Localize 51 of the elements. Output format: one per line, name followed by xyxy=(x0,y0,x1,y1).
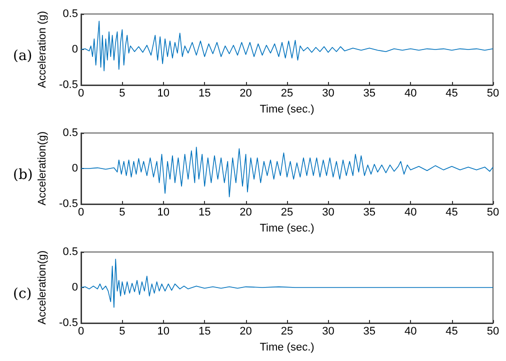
x-tick-label: 25 xyxy=(280,206,294,218)
x-tick-label: 40 xyxy=(404,88,417,100)
x-tick-label: 10 xyxy=(157,326,170,338)
y-tick-label: 0.5 xyxy=(62,127,78,139)
x-tick-label: 15 xyxy=(198,206,211,218)
x-tick-label: 10 xyxy=(157,206,170,218)
x-tick-label: 5 xyxy=(119,206,126,218)
text: (b) xyxy=(13,167,33,183)
y-tick-label: 0 xyxy=(72,282,78,294)
x-tick-label: 30 xyxy=(322,88,334,100)
line-series xyxy=(80,20,494,72)
x-tick-label: 50 xyxy=(486,326,500,338)
text: (a) xyxy=(13,48,32,64)
x-tick-label: 20 xyxy=(240,326,252,338)
x-tick-label: 45 xyxy=(446,206,458,218)
y-axis-title: Acceleration (g) xyxy=(36,10,49,88)
y-tick-label: -0.5 xyxy=(59,198,78,210)
x-tick-label: 25 xyxy=(280,326,294,338)
x-tick-label: 45 xyxy=(446,326,458,338)
x-tick-label: 50 xyxy=(486,88,500,100)
x-tick-label: 15 xyxy=(198,88,211,100)
x-tick-label: 40 xyxy=(404,206,417,218)
x-tick-label: 30 xyxy=(322,326,334,338)
x-tick-label: 15 xyxy=(198,326,211,338)
y-tick-label: 0.5 xyxy=(62,8,78,20)
y-tick-label: -0.5 xyxy=(59,79,78,91)
x-axis-title: Time (sec.) xyxy=(260,104,314,116)
x-tick-label: 35 xyxy=(363,88,376,100)
y-tick-label: 0.5 xyxy=(62,246,78,258)
line-series xyxy=(80,258,494,308)
x-tick-label: 20 xyxy=(240,206,252,218)
line-series xyxy=(80,146,494,198)
text: (c) xyxy=(13,286,32,302)
x-axis-title: Time (sec.) xyxy=(260,222,314,234)
x-tick-label: 10 xyxy=(157,88,170,100)
y-tick-label: 0 xyxy=(72,44,78,56)
x-tick-label: 50 xyxy=(486,206,500,218)
x-tick-label: 20 xyxy=(240,88,252,100)
x-tick-label: 40 xyxy=(404,326,417,338)
x-tick-label: 5 xyxy=(119,88,126,100)
x-tick-label: 25 xyxy=(280,88,294,100)
y-tick-label: -0.5 xyxy=(59,317,78,329)
x-tick-label: 35 xyxy=(363,206,376,218)
y-tick-label: 0 xyxy=(72,162,78,174)
y-axis-title: Acceleration(g) xyxy=(36,250,49,324)
y-axis-title: Acceleration(g) xyxy=(36,132,49,206)
x-axis-title: Time (sec.) xyxy=(260,342,314,354)
x-tick-label: 45 xyxy=(446,88,458,100)
x-tick-label: 5 xyxy=(119,326,126,338)
x-tick-label: 30 xyxy=(322,206,334,218)
x-tick-label: 35 xyxy=(363,326,376,338)
